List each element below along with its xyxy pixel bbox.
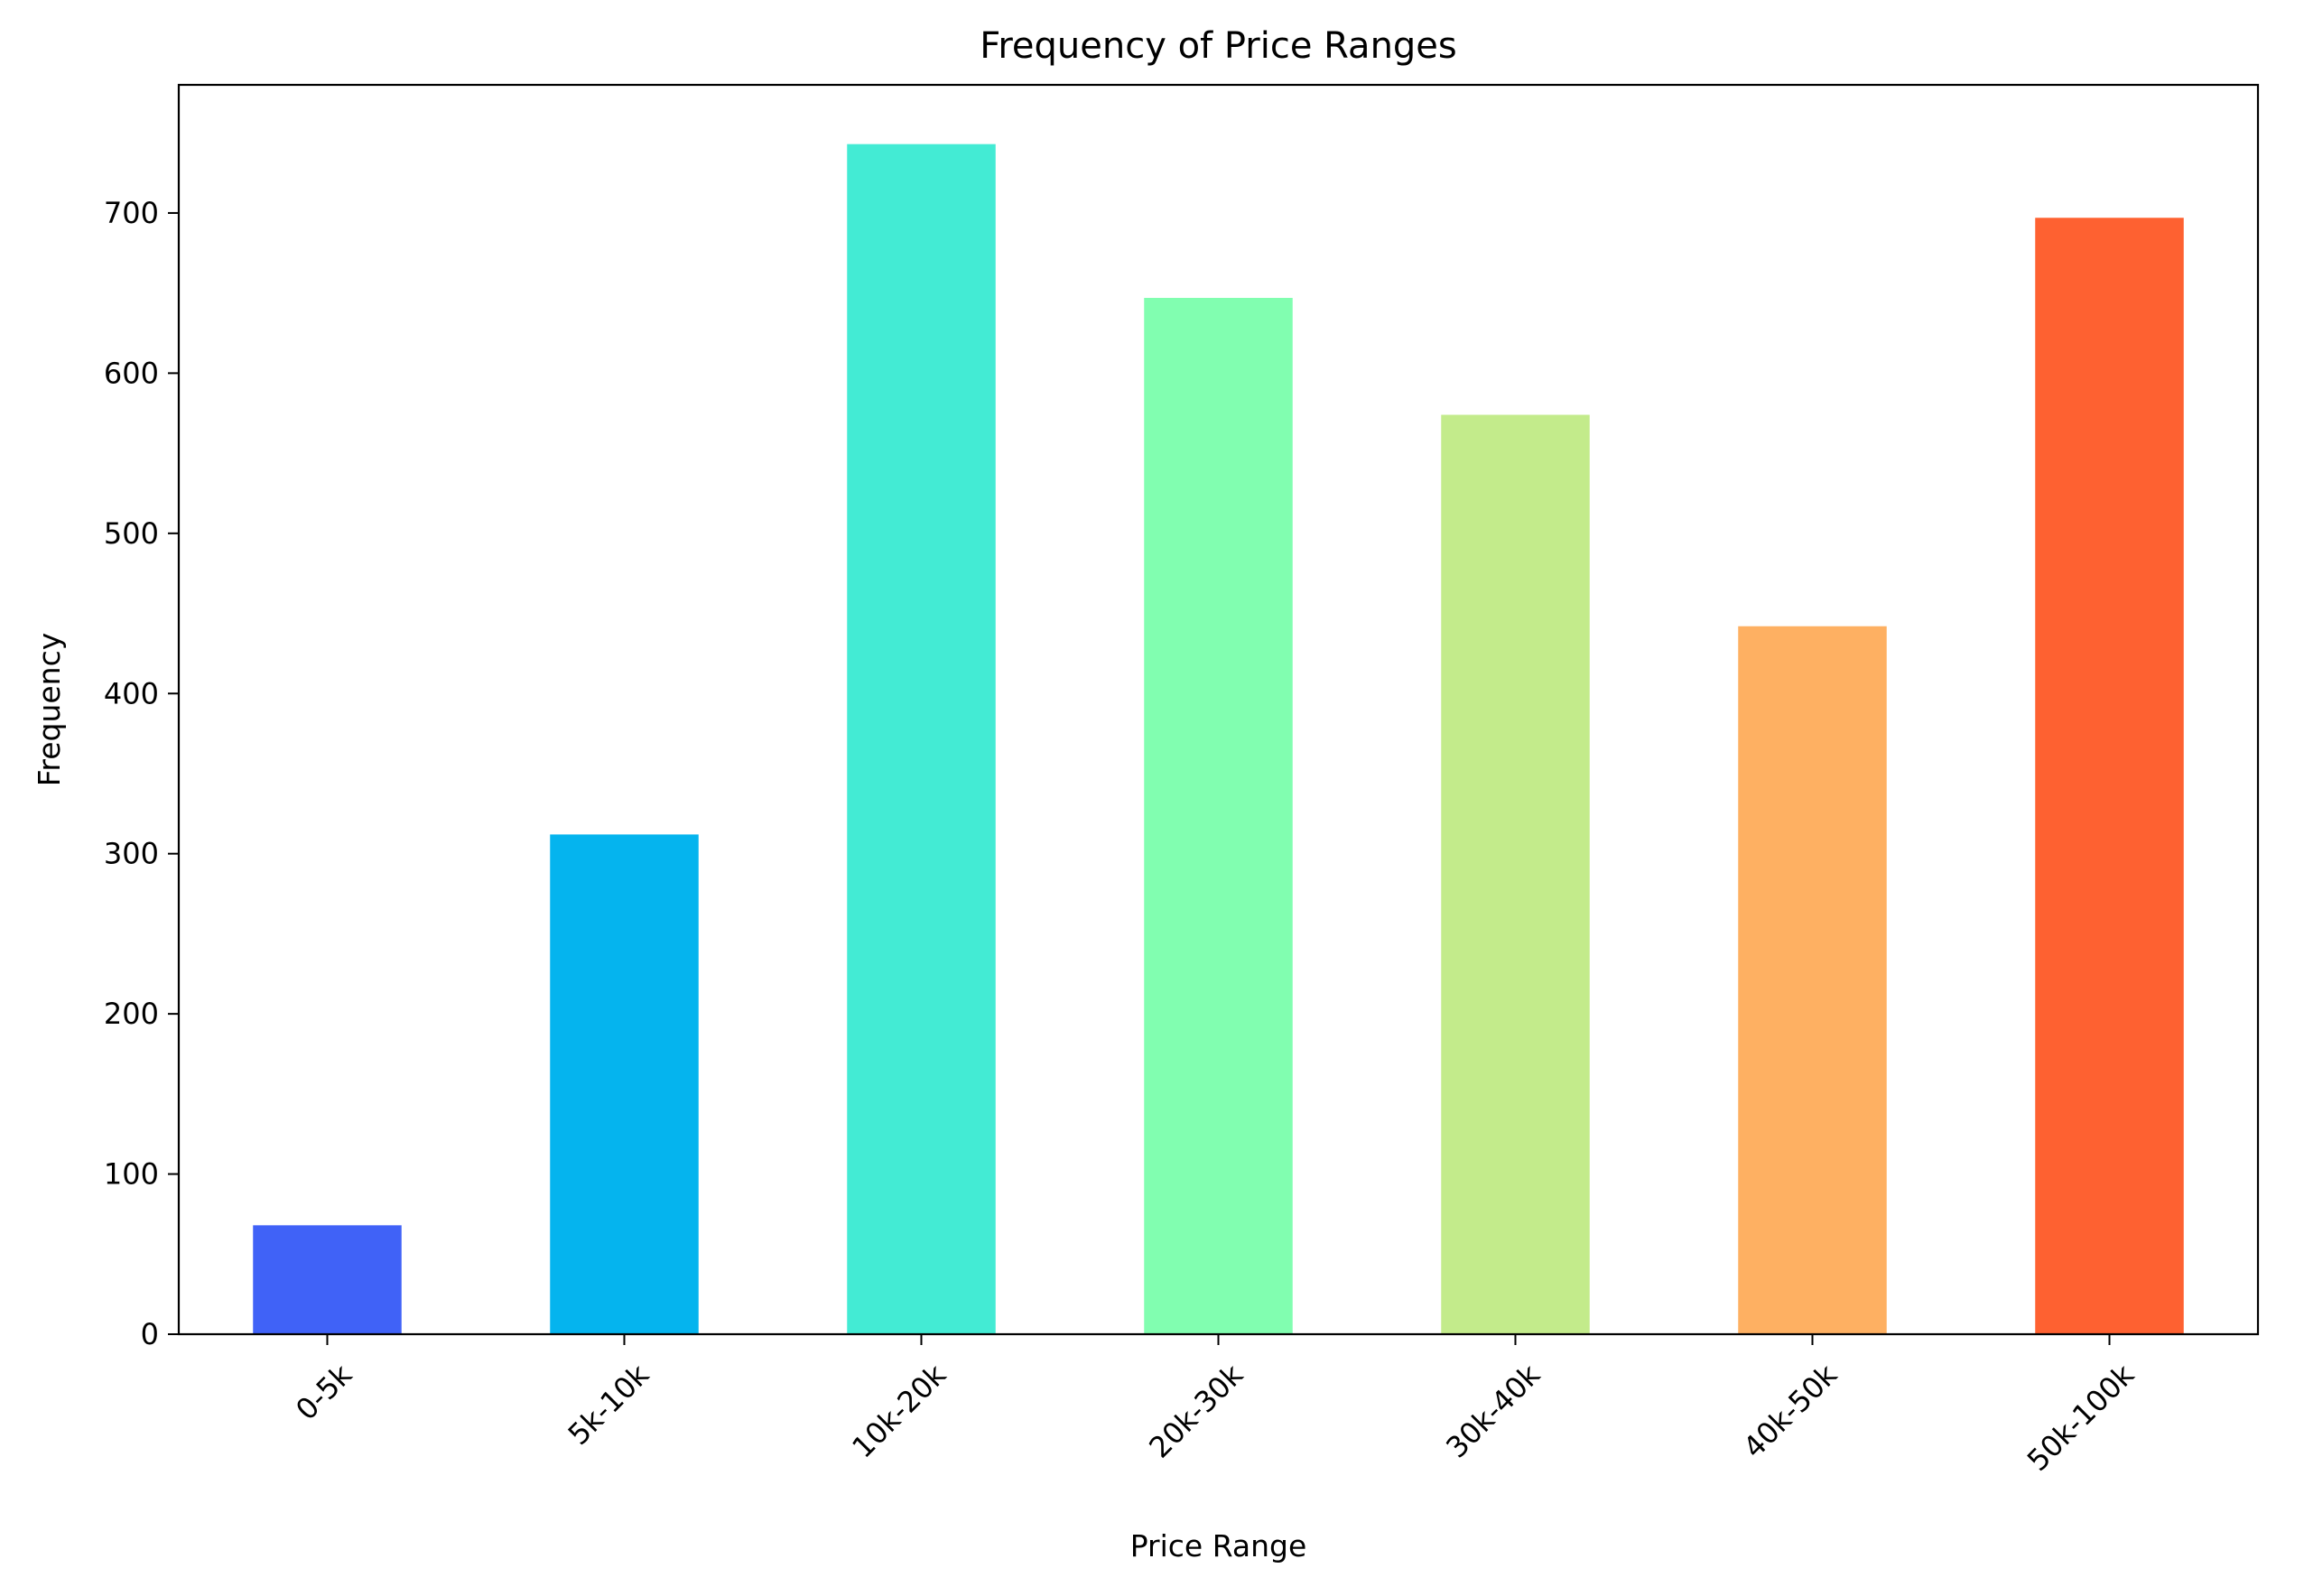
y-tick-label: 500: [104, 516, 159, 551]
x-tick-label: 5k-10k: [562, 1357, 656, 1452]
chart-title: Frequency of Price Ranges: [980, 25, 1457, 67]
y-tick-label: 700: [104, 196, 159, 230]
x-tick-label: 30k-40k: [1439, 1357, 1547, 1464]
bar-30k-40k: [1441, 414, 1590, 1334]
bar-5k-10k: [550, 834, 699, 1334]
bar-0-5k: [253, 1225, 402, 1334]
x-tick-label: 40k-50k: [1736, 1357, 1844, 1464]
bar-10k-20k: [847, 144, 996, 1335]
y-tick-label: 400: [104, 676, 159, 710]
y-tick-label: 200: [104, 997, 159, 1031]
bar-50k-100k: [2035, 218, 2184, 1335]
y-tick-label: 100: [104, 1157, 159, 1192]
y-axis: 0 100 200 300 400 500 600 700: [104, 196, 179, 1351]
bars-layer: [253, 144, 2184, 1335]
y-tick-label: 300: [104, 837, 159, 871]
x-tick-label: 0-5k: [289, 1357, 358, 1426]
y-tick-label: 0: [141, 1317, 159, 1351]
x-tick-label: 20k-30k: [1142, 1357, 1250, 1464]
bar-20k-30k: [1144, 297, 1293, 1334]
y-axis-label: Frequency: [32, 633, 67, 786]
x-axis-label: Price Range: [1130, 1528, 1307, 1564]
bar-40k-50k: [1738, 626, 1887, 1334]
y-tick-label: 600: [104, 356, 159, 390]
x-tick-label: 50k-100k: [2021, 1357, 2141, 1478]
x-tick-label: 10k-20k: [845, 1357, 952, 1464]
x-axis: 0-5k 5k-10k 10k-20k 20k-30k 30k-40k 40k-50k 50…: [289, 1334, 2141, 1478]
plot-frame: [177, 83, 2260, 1336]
